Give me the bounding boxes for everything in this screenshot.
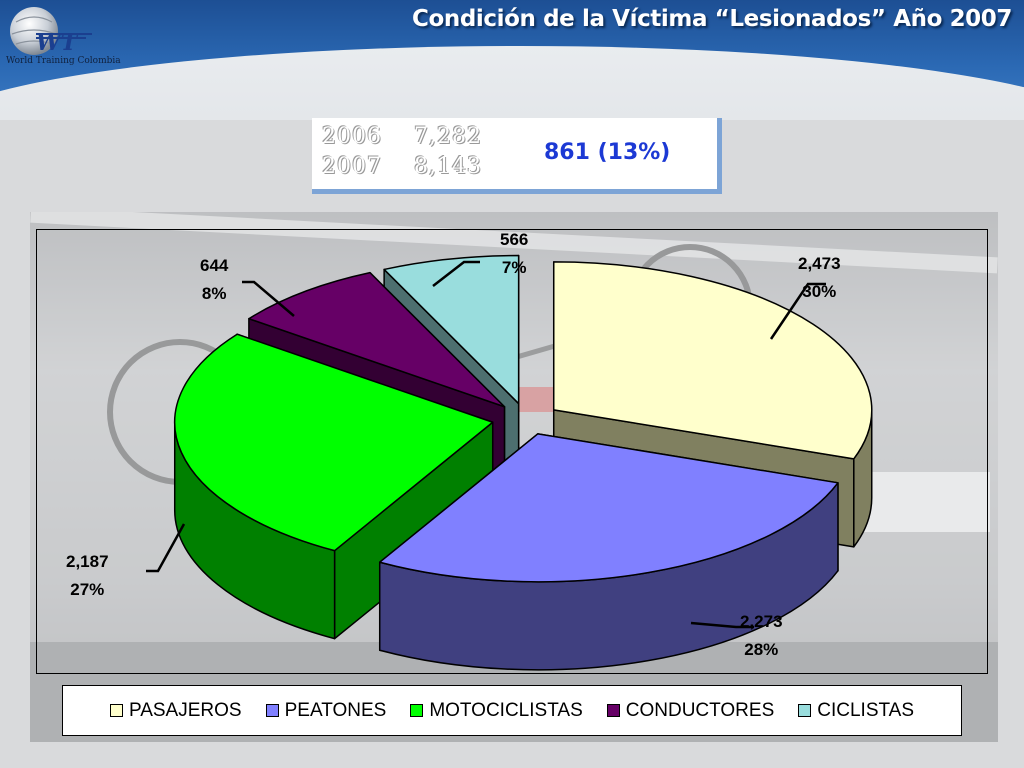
legend-swatch: [410, 704, 424, 717]
data-label-percent: 30%: [802, 282, 837, 301]
legend-label: PASAJEROS: [128, 699, 242, 721]
stats-year: 2006: [322, 124, 382, 149]
globe-logo-icon: WT: [10, 7, 92, 56]
legend-swatch: [265, 704, 279, 717]
data-label-pasajeros: 2,473 30%: [798, 250, 841, 306]
stats-row-2007: 2007 8,143: [322, 154, 482, 179]
data-label-percent: 8%: [201, 284, 227, 303]
data-label-value: 2,473: [798, 254, 841, 273]
data-label-percent: 28%: [744, 640, 779, 659]
header-band: WT World Training Colombia Condición de …: [0, 0, 1024, 120]
pie-slice-top: [248, 271, 506, 408]
legend-item-conductores: CONDUCTORES: [606, 699, 775, 722]
pie-slice-top: [173, 333, 494, 552]
chart-legend: PASAJEROS PEATONES MOTOCICLISTAS CONDUCT…: [62, 685, 962, 736]
stats-value: 8,143: [414, 154, 482, 179]
leader-line-motociclistas: [146, 523, 186, 573]
legend-item-peatones: PEATONES: [265, 699, 387, 722]
pie-slice-top: [378, 433, 839, 583]
legend-label: CONDUCTORES: [625, 699, 775, 721]
legend-swatch: [798, 704, 812, 717]
data-label-ciclistas: 566 7%: [500, 226, 528, 282]
data-label-conductores: 644 8%: [200, 252, 228, 308]
legend-label: CICLISTAS: [817, 699, 915, 721]
legend-label: MOTOCICLISTAS: [429, 699, 583, 721]
legend-label: PEATONES: [284, 699, 387, 721]
legend-item-pasajeros: PASAJEROS: [109, 699, 242, 722]
pie-slice-peatones: [378, 433, 839, 671]
data-label-peatones: 2,273 28%: [740, 608, 783, 664]
pie-slice-top: [383, 254, 520, 405]
leader-line-pasajeros: [769, 282, 826, 340]
legend-item-ciclistas: CICLISTAS: [798, 700, 914, 722]
legend-swatch: [109, 704, 123, 717]
data-label-value: 2,273: [740, 612, 783, 631]
legend-swatch: [606, 704, 620, 717]
page-title: Condición de la Víctima “Lesionados” Año…: [412, 6, 1012, 32]
stats-row-2006: 2006 7,282: [322, 124, 482, 149]
pie-chart: [146, 254, 873, 671]
data-label-percent: 7%: [501, 258, 527, 277]
data-label-value: 644: [200, 256, 229, 275]
stats-year: 2007: [322, 154, 382, 179]
stats-box: 2006 7,282 2007 8,143 861 (13%): [312, 118, 722, 194]
pie-slice-top: [552, 261, 873, 460]
leader-line-ciclistas: [432, 260, 480, 287]
data-label-motociclistas: 2,187 27%: [66, 548, 109, 604]
pie-slice-motociclistas: [173, 333, 494, 640]
chart-plot-area: [36, 229, 988, 674]
logo-text: World Training Colombia: [6, 56, 121, 66]
data-label-value: 566: [500, 230, 529, 249]
leader-line-peatones: [690, 621, 754, 629]
legend-item-motociclistas: MOTOCICLISTAS: [410, 699, 583, 722]
leader-line-conductores: [242, 280, 295, 317]
stats-difference: 861 (13%): [544, 140, 671, 165]
data-label-percent: 27%: [70, 580, 105, 599]
header-curve: [0, 46, 1024, 120]
stats-value: 7,282: [414, 124, 482, 149]
data-label-value: 2,187: [66, 552, 109, 571]
